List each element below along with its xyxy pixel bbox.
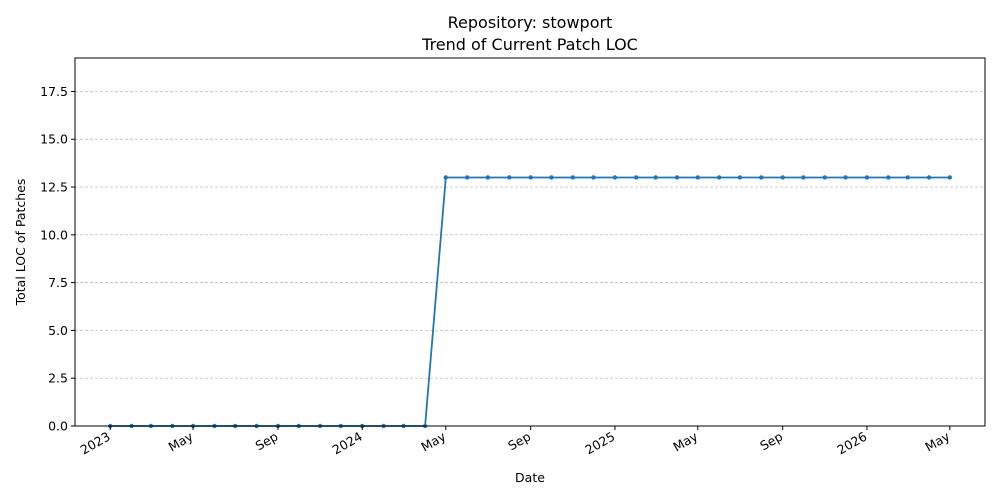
plot-frame: [74, 57, 986, 427]
data-point: [507, 175, 512, 180]
y-tick-label: 5.0: [48, 323, 68, 338]
y-tick-label: 12.5: [40, 180, 68, 195]
x-tick-label: Sep: [253, 429, 281, 454]
x-tick-label: 2026: [834, 429, 869, 458]
chart-subtitle: Trend of Current Patch LOC: [421, 35, 638, 54]
data-point: [759, 175, 764, 180]
data-point: [780, 175, 785, 180]
x-tick-label: 2023: [78, 429, 113, 458]
data-point: [634, 175, 639, 180]
data-point: [864, 175, 870, 180]
data-point: [905, 175, 910, 180]
data-point: [674, 175, 680, 180]
data-point: [612, 175, 618, 180]
x-axis-label: Date: [515, 470, 545, 485]
x-tick-label: May: [166, 428, 196, 454]
data-point: [801, 175, 806, 180]
data-point: [443, 175, 448, 180]
data-point: [926, 175, 932, 180]
data-point: [464, 175, 470, 180]
x-tick-label: Sep: [757, 429, 785, 454]
data-point: [570, 175, 576, 180]
data-point: [653, 175, 658, 180]
y-axis-label: Total LOC of Patches: [13, 179, 28, 307]
data-point: [549, 175, 554, 180]
data-point: [822, 175, 828, 180]
x-tick-label: 2024: [330, 429, 365, 458]
data-point: [695, 175, 700, 180]
x-tick-label: May: [418, 428, 448, 454]
data-point: [716, 175, 722, 180]
series-layer: [108, 175, 952, 429]
y-tick-label: 17.5: [40, 84, 68, 99]
y-tick-label: 7.5: [48, 275, 68, 290]
data-point: [485, 175, 491, 180]
y-tick-label: 2.5: [48, 371, 68, 386]
y-tick-label: 0.0: [48, 419, 68, 434]
data-point: [947, 175, 952, 180]
data-point: [591, 175, 596, 180]
y-tick-label: 10.0: [40, 227, 68, 242]
data-point: [886, 175, 891, 180]
y-tick-label: 15.0: [40, 132, 68, 147]
series-line: [110, 176, 950, 427]
data-point: [528, 175, 533, 180]
data-point: [843, 175, 848, 180]
data-point: [737, 175, 743, 180]
x-tick-label: May: [922, 428, 952, 454]
x-axis-ticks: 2023 May Sep 2024 May Sep 2025 May Sep 2026 May: [78, 426, 953, 458]
chart-title: Repository: stowport: [448, 13, 613, 32]
grid-lines: [75, 91, 985, 379]
x-tick-label: May: [670, 428, 700, 454]
x-tick-label: 2025: [582, 429, 617, 458]
y-axis-ticks: 0.0 2.5 5.0 7.5 10.0 12.5 15.0 17.5: [40, 84, 75, 434]
x-tick-label: Sep: [505, 429, 533, 454]
